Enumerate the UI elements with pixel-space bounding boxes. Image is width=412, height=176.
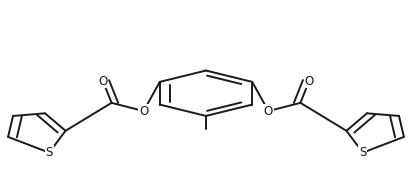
Text: O: O <box>305 74 314 87</box>
Text: O: O <box>98 74 107 87</box>
Text: O: O <box>264 105 273 118</box>
Text: O: O <box>139 105 148 118</box>
Text: S: S <box>45 146 53 159</box>
Text: S: S <box>359 146 367 159</box>
